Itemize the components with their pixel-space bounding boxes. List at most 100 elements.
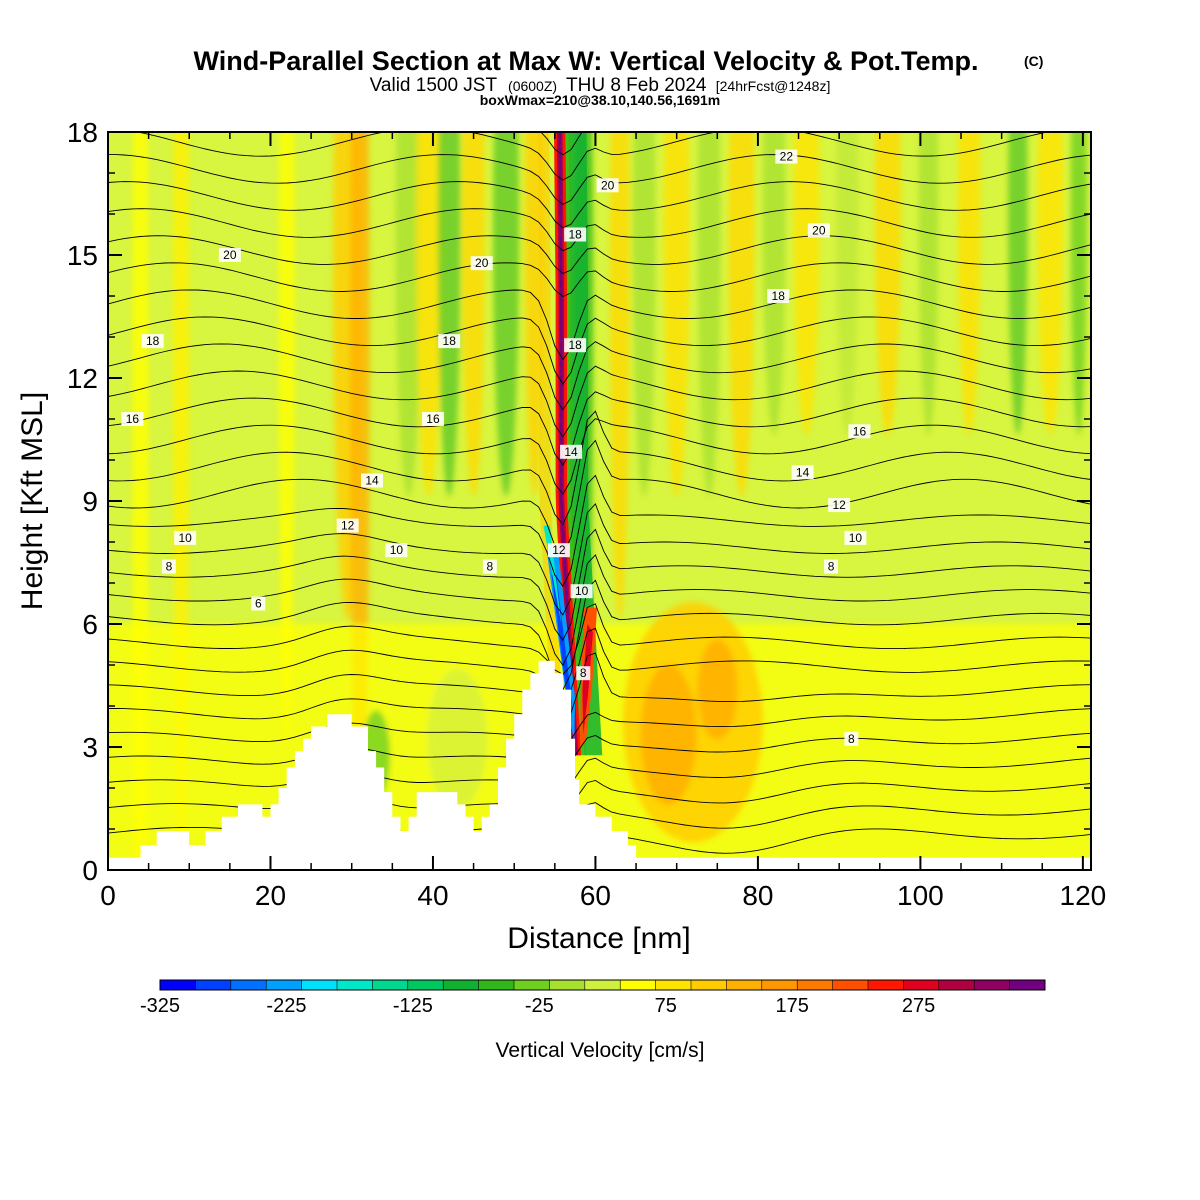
- x-tick-label: 60: [580, 880, 611, 911]
- colorbar-swatch: [230, 980, 267, 990]
- colorbar-swatch: [195, 980, 232, 990]
- x-tick-label: 20: [255, 880, 286, 911]
- contour-label: 12: [547, 543, 570, 558]
- contour-label-text: 12: [341, 519, 355, 533]
- subtitle-utc: (0600Z): [508, 78, 557, 94]
- colorbar-swatch: [726, 980, 763, 990]
- contour-label-text: 10: [575, 584, 589, 598]
- contour-label: 18: [141, 334, 164, 349]
- contour-label: 20: [218, 248, 241, 262]
- contour-label-text: 14: [796, 465, 810, 479]
- contour-label: 8: [844, 731, 859, 746]
- contour-label-text: 8: [486, 560, 493, 574]
- contour-label: 14: [560, 444, 583, 459]
- contour-label: 16: [121, 412, 144, 426]
- contour-label: 10: [174, 530, 197, 545]
- y-tick-label: 0: [82, 855, 98, 886]
- contour-label-text: 8: [580, 666, 587, 680]
- colorbar-swatch: [337, 980, 373, 990]
- colorbar-swatch: [797, 980, 833, 990]
- contour-label-text: 22: [780, 150, 794, 164]
- colorbar-swatch: [691, 980, 727, 990]
- contour-label-text: 8: [828, 560, 835, 574]
- contour-label: 8: [824, 559, 839, 574]
- contour-label: 16: [848, 424, 871, 439]
- contour-label: 8: [161, 559, 176, 574]
- x-axis: 0 20 40 60 80 100 120: [100, 132, 1106, 911]
- copyright-mark: (C): [1024, 53, 1043, 69]
- subtitle-date: THU 8 Feb 2024: [566, 75, 707, 96]
- contour-label: 20: [470, 256, 493, 271]
- x-tick-label: 120: [1060, 880, 1107, 911]
- colorbar-swatch: [938, 980, 975, 990]
- contour-label: 18: [564, 338, 587, 353]
- colorbar-swatch: [443, 980, 479, 990]
- contour-label: 18: [564, 227, 587, 242]
- plot-area: 20 18 16 10 8 6 20 18 16 14 12 10 8 18 18 14 12 10 8 20 22 20…: [108, 132, 1091, 870]
- colorbar-swatch: [266, 980, 302, 990]
- contour-label-text: 20: [475, 256, 489, 270]
- colorbar-label: 275: [902, 995, 935, 1017]
- contour-label-text: 20: [812, 223, 826, 237]
- colorbar-swatch: [478, 980, 515, 990]
- chart-subtitle-2: boxWmax=210@38.10,140.56,1691m: [480, 92, 721, 108]
- terrain: [108, 660, 1091, 870]
- colorbar-label: -125: [393, 995, 433, 1017]
- x-axis-label: Distance [nm]: [507, 922, 690, 955]
- contour-label: 16: [421, 412, 444, 426]
- x-tick-label: 80: [742, 880, 773, 911]
- colorbar-swatch: [761, 980, 798, 990]
- colorbar-swatch: [514, 980, 550, 990]
- contour-label: 8: [482, 559, 497, 574]
- contour-label-text: 18: [772, 289, 786, 303]
- contour-label: 20: [596, 178, 619, 193]
- y-tick-label: 3: [82, 732, 98, 763]
- colorbar-label: -225: [266, 995, 306, 1017]
- contour-label-text: 16: [426, 412, 440, 426]
- contour-label: 8: [576, 666, 591, 681]
- contour-label-text: 12: [832, 498, 846, 512]
- contour-label-text: 14: [365, 474, 379, 488]
- y-tick-label: 15: [67, 240, 98, 271]
- contour-label-text: 18: [146, 334, 160, 348]
- contour-label-text: 10: [849, 531, 863, 545]
- contour-label: 6: [251, 596, 266, 611]
- contour-label-text: 10: [390, 543, 404, 557]
- contour-label-text: 10: [178, 531, 192, 545]
- y-axis-label: Height [Kft MSL]: [16, 392, 49, 610]
- colorbar-label: 175: [775, 995, 808, 1017]
- chart-subtitle: Valid 1500 JST (0600Z) THU 8 Feb 2024 [2…: [370, 75, 831, 96]
- colorbar: -325 -225 -125 -25 75 175 275: [140, 979, 1046, 1017]
- contour-label-text: 20: [223, 248, 237, 262]
- colorbar-swatch: [407, 980, 444, 990]
- colorbar-swatch: [372, 980, 409, 990]
- contour-label-text: 18: [568, 228, 582, 242]
- contour-labels: 20 18 16 10 8 6 20 18 16 14 12 10 8 18 18 14 12 10 8 20 22 20…: [121, 149, 871, 746]
- contour-label-text: 18: [443, 334, 457, 348]
- colorbar-label: -25: [525, 995, 554, 1017]
- x-tick-label: 100: [897, 880, 944, 911]
- contour-label: 18: [767, 289, 790, 303]
- contour-label-text: 20: [601, 178, 615, 192]
- subtitle-valid: Valid 1500 JST: [370, 75, 498, 96]
- contour-label-text: 16: [853, 424, 867, 438]
- colorbar-swatch: [301, 980, 338, 990]
- contour-label: 22: [775, 149, 798, 164]
- contour-label: 12: [828, 498, 851, 513]
- colorbar-title: Vertical Velocity [cm/s]: [496, 1039, 705, 1062]
- colorbar-swatch: [620, 980, 656, 990]
- chart-title: Wind-Parallel Section at Max W: Vertical…: [194, 46, 979, 76]
- contour-label: 10: [570, 584, 593, 599]
- contour-label: 18: [438, 334, 461, 349]
- contour-label-text: 16: [126, 412, 140, 426]
- contour-label-text: 14: [564, 445, 578, 459]
- colorbar-label: -325: [140, 995, 180, 1017]
- colorbar-swatch: [868, 980, 904, 990]
- contour-label: 14: [791, 465, 814, 480]
- contour-label: 10: [844, 530, 867, 545]
- x-tick-label: 0: [100, 880, 116, 911]
- y-tick-label: 18: [67, 117, 98, 148]
- colorbar-swatch: [974, 980, 1010, 990]
- contour-label-text: 12: [552, 543, 566, 557]
